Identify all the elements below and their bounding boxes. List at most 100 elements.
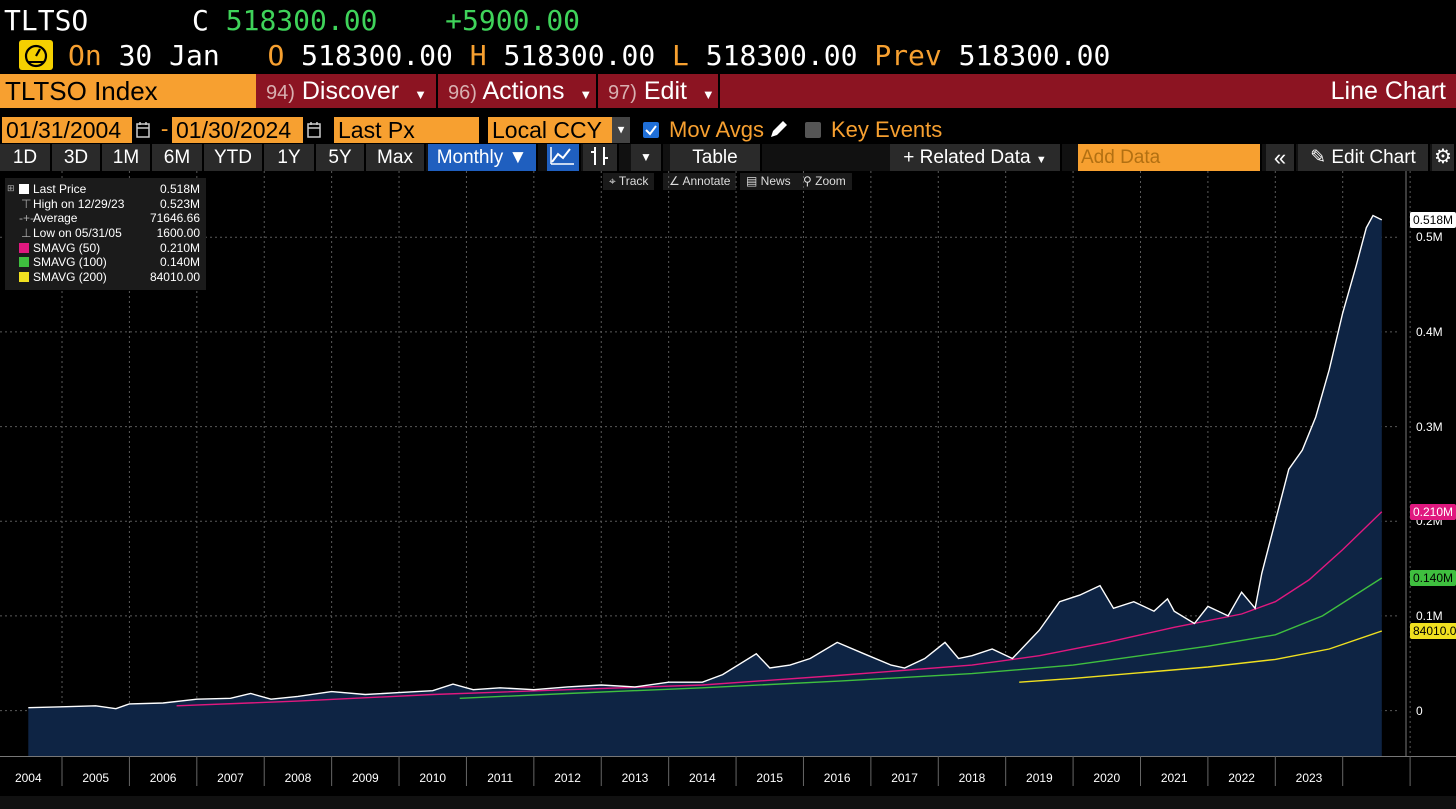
track-label: Track bbox=[618, 174, 649, 188]
last-value-tag-price: 0.518M bbox=[1410, 211, 1456, 228]
legend-swatch bbox=[19, 184, 29, 194]
x-tick-label: 2010 bbox=[419, 771, 447, 785]
period-6m[interactable]: 6M bbox=[152, 144, 204, 171]
period-1d[interactable]: 1D bbox=[0, 144, 52, 171]
related-data-button[interactable]: + Related Data ▼ bbox=[890, 144, 1062, 171]
x-tick-label: 2018 bbox=[958, 771, 986, 785]
y-tick-label: 0.3M bbox=[1416, 419, 1443, 434]
period-ytd[interactable]: YTD bbox=[204, 144, 264, 171]
x-tick-label: 2008 bbox=[284, 771, 312, 785]
legend-row-high: ⊤ High on 12/29/23 0.523M bbox=[5, 197, 206, 212]
security-field[interactable]: TLTSO Index bbox=[0, 74, 256, 108]
pencil-icon[interactable] bbox=[768, 118, 790, 140]
period-5y[interactable]: 5Y bbox=[316, 144, 366, 171]
edit-chart-label: Edit Chart bbox=[1331, 147, 1416, 168]
zoom-tool[interactable]: ⚲ Zoom bbox=[797, 173, 852, 190]
x-tick-label: 2015 bbox=[756, 771, 784, 785]
line-chart-icon[interactable] bbox=[547, 144, 581, 171]
frequency-selector[interactable]: Monthly ▼ bbox=[428, 144, 538, 171]
table-button[interactable]: Table bbox=[670, 144, 762, 171]
track-tool[interactable]: ⌖ Track bbox=[603, 173, 655, 190]
high-marker-icon: ⊤ bbox=[21, 196, 32, 211]
discover-label: Discover bbox=[301, 77, 400, 105]
legend-value: 0.518M bbox=[159, 182, 200, 196]
last-value-tag-sma200: 84010.0 bbox=[1410, 623, 1456, 640]
expand-icon: ⊞ bbox=[7, 183, 15, 193]
mov-avgs-checkbox[interactable] bbox=[643, 122, 659, 138]
field-selector[interactable]: Last Px bbox=[334, 117, 479, 143]
legend-value: 0.210M bbox=[159, 240, 200, 255]
edit-chart-button[interactable]: ✎ Edit Chart bbox=[1298, 144, 1430, 171]
zoom-label: Zoom bbox=[815, 174, 846, 188]
date-separator: - bbox=[158, 117, 172, 142]
crosshair-icon: ⌖ bbox=[609, 174, 619, 188]
legend-row-sma200[interactable]: SMAVG (200) 84010.00 bbox=[5, 270, 206, 285]
quote-date: 30 Jan bbox=[118, 39, 220, 72]
ticker: TLTSO bbox=[4, 4, 89, 37]
x-tick-label: 2016 bbox=[823, 771, 851, 785]
prev-value: 518300.00 bbox=[958, 39, 1111, 72]
x-tick-label: 2019 bbox=[1026, 771, 1053, 785]
change-value: +5900.00 bbox=[445, 4, 581, 37]
period-1y[interactable]: 1Y bbox=[264, 144, 316, 171]
x-tick-label: 2005 bbox=[82, 771, 110, 785]
legend-name: SMAVG (100) bbox=[33, 255, 107, 270]
start-date-field[interactable]: 01/31/2004 bbox=[2, 117, 132, 143]
open-value: 518300.00 bbox=[301, 39, 453, 72]
low-value: 518300.00 bbox=[705, 39, 858, 72]
edit-label: Edit bbox=[643, 77, 687, 105]
gauge-icon[interactable] bbox=[19, 40, 53, 70]
period-max[interactable]: Max bbox=[366, 144, 426, 171]
price-chart[interactable] bbox=[0, 171, 1456, 809]
header-line-1: TLTSO C 518300.00 +5900.00 bbox=[4, 4, 580, 38]
end-date-field[interactable]: 01/30/2024 bbox=[172, 117, 303, 143]
actions-menu[interactable]: 96) Actions ▼ bbox=[440, 74, 598, 108]
calendar-icon[interactable] bbox=[306, 119, 322, 141]
annotate-tool[interactable]: ∠ Annotate bbox=[663, 173, 737, 190]
legend-name: Last Price bbox=[33, 182, 87, 196]
plus-icon: + bbox=[903, 147, 915, 168]
legend-row-last-price[interactable]: ⊞ Last Price 0.518M bbox=[5, 182, 206, 197]
legend-row-sma50[interactable]: SMAVG (50) 0.210M bbox=[5, 241, 206, 256]
gear-icon[interactable]: ⚙ bbox=[1432, 144, 1456, 171]
pencil-icon: ✎ bbox=[1310, 147, 1327, 168]
legend-row-sma100[interactable]: SMAVG (100) 0.140M bbox=[5, 255, 206, 270]
legend-value: 0.523M bbox=[159, 196, 200, 211]
currency-selector[interactable]: Local CCY bbox=[488, 117, 612, 143]
last-value-tag-sma50: 0.210M bbox=[1410, 503, 1456, 520]
discover-menu[interactable]: 94) Discover ▼ bbox=[258, 74, 438, 108]
legend-swatch bbox=[19, 242, 29, 253]
currency-dropdown-icon[interactable]: ▼ bbox=[612, 117, 630, 143]
x-tick-label: 2013 bbox=[621, 771, 649, 785]
view-title: Line Chart bbox=[1330, 77, 1446, 105]
zoom-icon: ⚲ bbox=[803, 174, 816, 188]
header-line-2: On 30 Jan O 518300.00 H 518300.00 L 5183… bbox=[68, 39, 1110, 73]
dropdown-arrow-icon: ▼ bbox=[414, 87, 427, 102]
news-tool[interactable]: ▤ News bbox=[740, 173, 797, 190]
x-tick-label: 2020 bbox=[1093, 771, 1121, 785]
edit-menu[interactable]: 97) Edit ▼ bbox=[600, 74, 720, 108]
legend-value: 71646.66 bbox=[149, 211, 200, 226]
discover-number: 94) bbox=[266, 82, 295, 104]
x-tick-label: 2022 bbox=[1228, 771, 1255, 785]
legend-name: SMAVG (200) bbox=[33, 270, 107, 285]
x-tick-label: 2011 bbox=[487, 771, 514, 785]
legend-swatch bbox=[19, 257, 29, 268]
sma200-line bbox=[1019, 630, 1383, 683]
x-tick-label: 2006 bbox=[149, 771, 177, 785]
period-3d[interactable]: 3D bbox=[52, 144, 102, 171]
legend-value: 84010.00 bbox=[149, 270, 200, 285]
chart-type-dropdown-icon[interactable]: ▼ bbox=[631, 144, 663, 171]
bar-chart-icon[interactable] bbox=[583, 144, 619, 171]
key-events-label: Key Events bbox=[831, 117, 943, 142]
mov-avgs-label: Mov Avgs bbox=[669, 117, 764, 142]
calendar-icon[interactable] bbox=[135, 119, 151, 141]
key-events-checkbox[interactable] bbox=[805, 122, 821, 138]
add-data-input[interactable]: Add Data bbox=[1078, 144, 1262, 171]
collapse-double-chevron-icon[interactable]: « bbox=[1266, 144, 1296, 171]
legend-swatch bbox=[19, 272, 29, 283]
period-1m[interactable]: 1M bbox=[102, 144, 152, 171]
on-label: On bbox=[68, 39, 102, 72]
x-axis bbox=[0, 171, 1456, 786]
annotate-label: Annotate bbox=[682, 174, 731, 188]
